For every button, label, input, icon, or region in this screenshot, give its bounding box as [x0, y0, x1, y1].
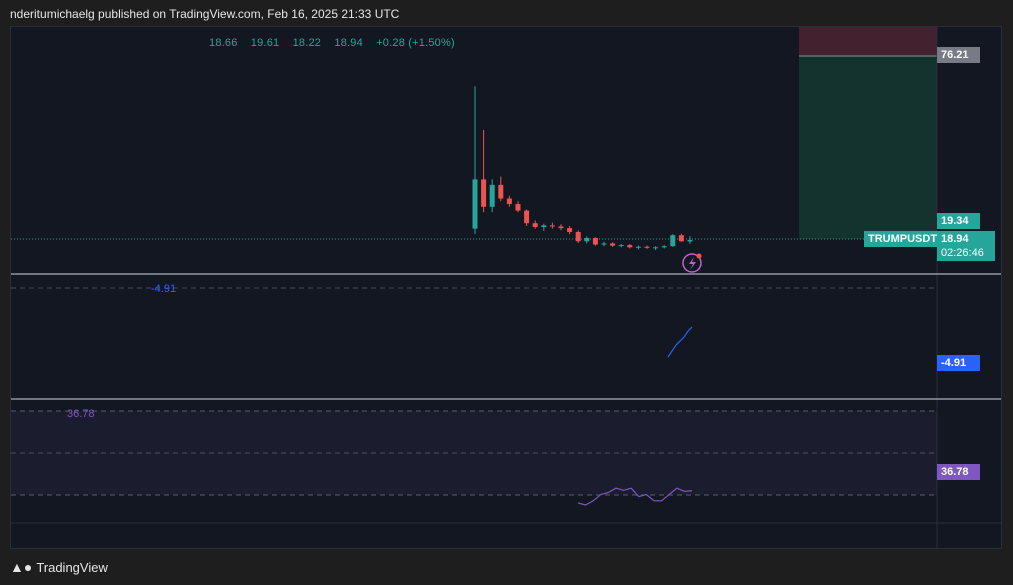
- candle-body: [687, 239, 693, 242]
- position-box-target: [799, 56, 937, 239]
- candle-body: [610, 243, 616, 246]
- candle-body: [472, 179, 478, 229]
- publish-header: nderitumichaelg published on TradingView…: [10, 7, 400, 21]
- ohlc-high: 19.61: [250, 37, 280, 49]
- ohlc-legend: 18.66 19.61 18.22 18.94 +0.28 (+1.50%): [209, 37, 465, 49]
- candle-body: [644, 246, 650, 248]
- candle-body: [567, 228, 573, 232]
- candle-body: [549, 225, 555, 227]
- ind2-axis-tag: 36.78: [937, 464, 980, 480]
- candle-body: [618, 245, 624, 247]
- candle-body: [678, 235, 684, 242]
- candle-body: [661, 246, 667, 248]
- alert-icon: [682, 253, 702, 273]
- candle-body: [515, 204, 521, 211]
- tradingview-logo-icon: ▲●: [10, 559, 33, 575]
- candle-body: [670, 235, 676, 247]
- ind2-value-label: 36.78: [67, 408, 95, 420]
- candle-body: [575, 231, 581, 242]
- candle-body: [489, 184, 495, 207]
- chart-frame[interactable]: 18.66 19.61 18.22 18.94 +0.28 (+1.50%) 7…: [10, 26, 1002, 549]
- candle-body: [541, 225, 547, 228]
- candle-body: [532, 223, 538, 228]
- footer-brand-text: TradingView: [36, 559, 108, 575]
- candle-body: [635, 246, 641, 248]
- candle-body: [506, 198, 512, 205]
- position-box-stop: [799, 27, 937, 56]
- ohlc-change: +0.28 (+1.50%): [376, 37, 455, 49]
- footer-brand[interactable]: ▲● TradingView: [10, 559, 108, 575]
- ind2-line: [577, 487, 693, 506]
- candle-body: [627, 245, 633, 248]
- ind1-axis-tag: -4.91: [937, 355, 980, 371]
- ind1-value-label: -4.91: [151, 283, 177, 295]
- candle-body: [524, 210, 530, 224]
- countdown-value: 02:26:46: [941, 247, 984, 259]
- chart-canvas[interactable]: [11, 27, 1001, 548]
- last-price-value: 18.94: [941, 233, 969, 245]
- lightning-icon: [689, 257, 696, 270]
- symbol-tag: TRUMPUSDT: [864, 231, 942, 247]
- candle-body: [481, 179, 487, 207]
- high-price-tag: 19.34: [937, 213, 980, 229]
- ohlc-low: 18.22: [292, 37, 322, 49]
- candle-body: [558, 226, 564, 229]
- candle-body: [584, 237, 590, 242]
- candle-body: [653, 247, 659, 249]
- ohlc-open: 18.66: [209, 37, 238, 49]
- candle-body: [498, 184, 504, 199]
- candle-body: [592, 237, 598, 245]
- ind1-line: [667, 326, 693, 358]
- last-price-tag: 18.94 02:26:46: [937, 231, 995, 261]
- ohlc-close: 18.94: [334, 37, 363, 49]
- alert-dot-icon: [696, 253, 702, 259]
- candle-body: [601, 243, 607, 245]
- target-price-tag: 76.21: [937, 47, 980, 63]
